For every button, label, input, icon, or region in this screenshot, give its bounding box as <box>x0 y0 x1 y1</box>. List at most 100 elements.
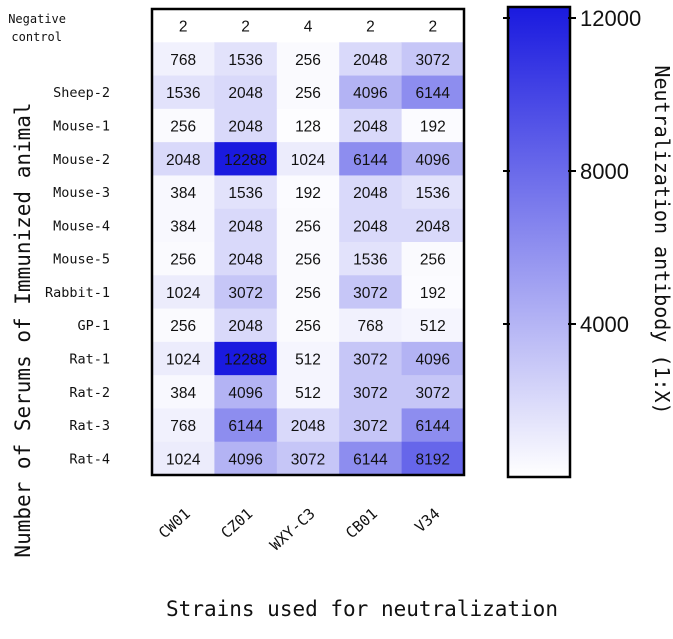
heatmap-cell <box>339 108 403 143</box>
colorbar-tick-label: 8000 <box>580 159 629 184</box>
heatmap-cell <box>339 142 403 176</box>
heatmap-cell <box>214 275 278 310</box>
heatmap-cell <box>214 242 278 276</box>
row-labels: Negative control Sheep-2 Mouse-1 Mouse-2 Mous… <box>8 12 110 467</box>
cell-value-label: 3072 <box>353 385 387 402</box>
cell-value-label: 1536 <box>166 85 200 102</box>
heatmap-cell <box>339 75 403 110</box>
heatmap-cell <box>152 75 215 110</box>
cell-value-label: 192 <box>420 285 446 302</box>
cell-value-label: 4 <box>304 19 313 36</box>
column-labels: CW01 CZ01 WXY-C3 CB01 V34 <box>155 505 443 555</box>
heatmap-cell <box>214 308 278 343</box>
row-label: Mouse-1 <box>53 119 110 135</box>
cell-value-label: 6144 <box>416 85 451 102</box>
heatmap-cell <box>401 308 465 343</box>
cell-value-label: 1536 <box>228 185 262 202</box>
heatmap-cell <box>152 341 215 376</box>
colorbar <box>506 5 572 479</box>
column-label: CZ01 <box>217 505 256 543</box>
heatmap-cell <box>214 108 278 143</box>
column-label: CW01 <box>155 505 194 543</box>
heatmap-cell <box>214 9 278 43</box>
cell-value-label: 256 <box>170 119 196 136</box>
cell-value-label: 192 <box>420 119 446 136</box>
cell-value-label: 2048 <box>166 152 200 169</box>
heatmap-border <box>150 7 466 477</box>
cell-value-label: 2048 <box>228 252 262 269</box>
row-label: Mouse-4 <box>53 218 110 234</box>
cell-value-label: 4096 <box>416 352 450 369</box>
heatmap-cell <box>276 375 340 409</box>
row-label: Sheep-2 <box>53 85 110 101</box>
heatmap-cell <box>152 275 215 310</box>
heatmap-cell <box>152 42 215 77</box>
heatmap-cell <box>339 242 403 276</box>
cell-value-label: 6144 <box>228 418 263 435</box>
cell-value-label: 2048 <box>228 218 262 235</box>
cell-value-label: 256 <box>170 252 196 269</box>
cell-value-label: 1024 <box>291 152 326 169</box>
row-label: Mouse-2 <box>53 152 110 168</box>
colorbar-ticks: 4000 8000 12000 <box>503 6 641 337</box>
cell-value-label: 128 <box>295 119 321 136</box>
heatmap-cell <box>152 375 215 409</box>
cell-value-label: 12288 <box>224 352 267 369</box>
cell-value-label: 4096 <box>228 385 262 402</box>
cell-value-label: 3072 <box>416 52 450 69</box>
heatmap-cell <box>339 441 403 476</box>
heatmap-cell-values: 2 2 4 2 2 768 1536 256 2048 3072 1536 2048 256 4096 61… <box>166 19 450 469</box>
colorbar-title: Neutralization antibody (1:X) <box>650 65 673 414</box>
row-label: Rat-2 <box>69 385 110 401</box>
heatmap-cell <box>152 441 215 476</box>
heatmap-cell <box>401 242 465 276</box>
heatmap-cell <box>152 408 215 443</box>
cell-value-label: 1024 <box>166 352 201 369</box>
heatmap-cell <box>339 375 403 409</box>
cell-value-label: 1536 <box>416 185 450 202</box>
row-label: Rabbit-1 <box>45 285 110 301</box>
heatmap-cell <box>339 175 403 210</box>
cell-value-label: 3072 <box>353 352 387 369</box>
cell-value-label: 256 <box>295 52 321 69</box>
cell-value-label: 512 <box>420 318 446 335</box>
colorbar-tick-label: 12000 <box>580 6 641 31</box>
row-label: GP-1 <box>77 318 110 334</box>
cell-value-label: 3072 <box>353 418 387 435</box>
heatmap-cell <box>214 375 278 409</box>
cell-value-label: 2048 <box>353 52 387 69</box>
cell-value-label: 256 <box>420 252 446 269</box>
heatmap-cell <box>214 175 278 210</box>
cell-value-label: 384 <box>170 385 196 402</box>
heatmap-cell <box>276 75 340 110</box>
heatmap-cell <box>276 108 340 143</box>
heatmap-cell <box>152 308 215 343</box>
colorbar-tick-label: 4000 <box>580 312 629 337</box>
cell-value-label: 1536 <box>353 252 387 269</box>
cell-value-label: 2048 <box>228 318 262 335</box>
cell-value-label: 768 <box>357 318 383 335</box>
heatmap-cell <box>339 341 403 376</box>
heatmap-cell <box>401 75 465 110</box>
cell-value-label: 1024 <box>166 285 201 302</box>
heatmap-cell <box>152 175 215 210</box>
cell-value-label: 2048 <box>291 418 325 435</box>
heatmap-cell <box>339 9 403 43</box>
cell-value-label: 1536 <box>228 52 262 69</box>
cell-value-label: 1024 <box>166 451 201 468</box>
heatmap-cell <box>276 175 340 210</box>
heatmap-cell <box>401 142 465 176</box>
heatmap-cell <box>401 341 465 376</box>
heatmap-cells <box>152 9 465 476</box>
cell-value-label: 8192 <box>416 451 450 468</box>
column-label: CB01 <box>342 505 381 543</box>
cell-value-label: 2048 <box>228 85 262 102</box>
heatmap-cell <box>339 42 403 77</box>
cell-value-label: 256 <box>295 252 321 269</box>
cell-value-label: 384 <box>170 185 196 202</box>
heatmap-cell <box>276 275 340 310</box>
heatmap-cell <box>401 275 465 310</box>
heatmap-cell <box>276 9 340 43</box>
row-label: Rat-3 <box>69 418 110 434</box>
